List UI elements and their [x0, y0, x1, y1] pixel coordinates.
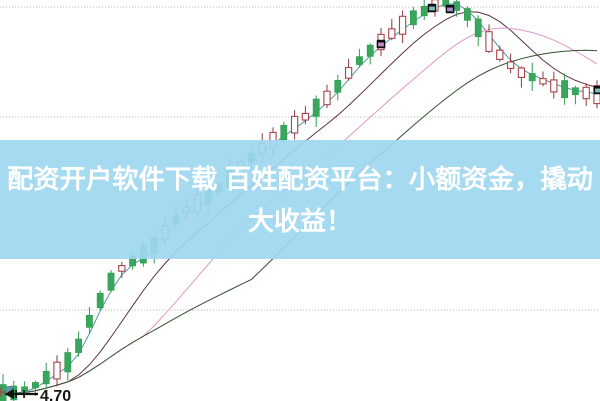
svg-text:4.70: 4.70 [40, 388, 71, 401]
svg-text:配资开户软件下载 百姓配资平台：小额资金，撬动: 配资开户软件下载 百姓配资平台：小额资金，撬动 [7, 164, 593, 194]
svg-text:大收益！: 大收益！ [248, 206, 352, 236]
